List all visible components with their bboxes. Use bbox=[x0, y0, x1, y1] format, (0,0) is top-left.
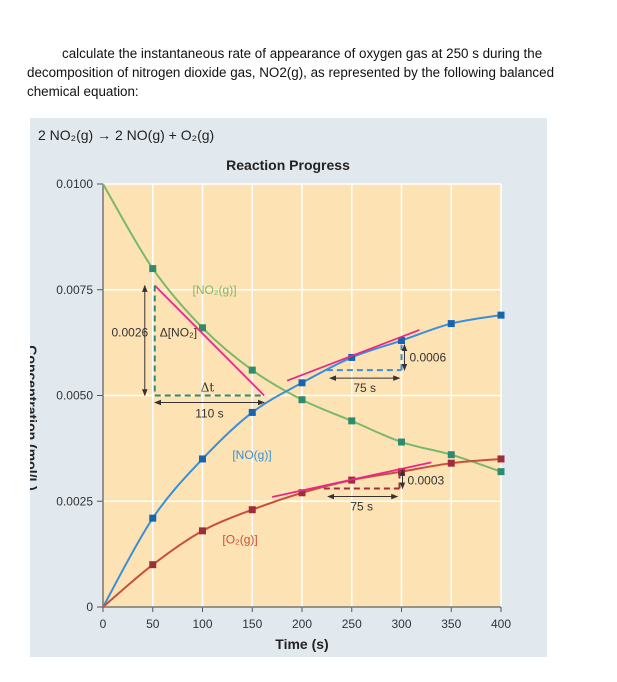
x-tick-label: 200 bbox=[292, 617, 312, 631]
data-point-o2 bbox=[298, 489, 306, 497]
no2-dt-symbol: Δt bbox=[201, 380, 215, 394]
reaction-progress-chart: 2 NO₂(g) → 2 NO(g) + O₂(g) Reaction Prog… bbox=[30, 127, 511, 652]
x-tick-label: 250 bbox=[342, 617, 362, 631]
no-dy-value: 0.0006 bbox=[409, 351, 446, 365]
question-text: calculate the instantaneous rate of appe… bbox=[27, 44, 607, 101]
data-point-no bbox=[199, 455, 206, 463]
x-tick-label: 350 bbox=[441, 617, 461, 631]
chart-panel: 2 NO₂(g) → 2 NO(g) + O₂(g) Reaction Prog… bbox=[30, 118, 547, 657]
data-point-no2 bbox=[398, 438, 405, 446]
y-tick-label: 0.0100 bbox=[56, 177, 93, 191]
x-tick-label: 150 bbox=[242, 617, 262, 631]
data-point-no bbox=[298, 379, 306, 387]
chart-title: Reaction Progress bbox=[226, 157, 350, 173]
o2-dy-value: 0.0003 bbox=[407, 473, 444, 487]
x-tick-label: 400 bbox=[491, 617, 511, 631]
o2-dt-value: 75 s bbox=[350, 500, 373, 514]
question-line: calculate the instantaneous rate of appe… bbox=[62, 46, 543, 61]
tangent-no bbox=[286, 329, 420, 382]
data-point-no2 bbox=[248, 366, 256, 374]
tangent-no2 bbox=[154, 284, 265, 397]
question-line: decomposition of nitrogen dioxide gas, N… bbox=[27, 65, 555, 80]
x-tick-label: 300 bbox=[391, 617, 411, 631]
x-tick-label: 100 bbox=[192, 617, 212, 631]
no2-series-label: [NO₂(g)] bbox=[193, 283, 237, 297]
no2-dy-label: Δ[NO₂] bbox=[160, 325, 197, 339]
data-point-no bbox=[447, 320, 455, 328]
y-tick-label: 0 bbox=[86, 600, 93, 614]
data-point-o2 bbox=[248, 506, 256, 514]
data-point-o2 bbox=[199, 527, 206, 535]
no-dt-value: 75 s bbox=[353, 381, 376, 395]
no2-dy-value: 0.0026 bbox=[112, 325, 149, 339]
data-point-no2 bbox=[199, 324, 206, 332]
y-tick-label: 0.0050 bbox=[56, 389, 93, 403]
tangent-o2 bbox=[271, 461, 432, 498]
data-point-no bbox=[398, 337, 405, 345]
data-point-no bbox=[497, 311, 505, 319]
no2-dt-value: 110 s bbox=[195, 407, 223, 421]
y-tick-label: 0.0025 bbox=[56, 494, 93, 508]
data-point-no bbox=[348, 353, 356, 361]
data-point-no2 bbox=[447, 451, 455, 459]
y-tick-label: 0.0075 bbox=[56, 283, 93, 297]
o2-series-label: [O₂(g)] bbox=[222, 533, 257, 547]
data-point-o2 bbox=[149, 561, 157, 569]
data-point-o2 bbox=[447, 459, 455, 467]
series-line-no2 bbox=[102, 183, 502, 473]
question-line: chemical equation: bbox=[27, 84, 139, 99]
no-series-label: [NO(g)] bbox=[232, 448, 271, 462]
equation: 2 NO₂(g) → 2 NO(g) + O₂(g) bbox=[38, 127, 214, 143]
data-point-no2 bbox=[149, 265, 157, 273]
data-point-no2 bbox=[298, 396, 306, 404]
x-axis-label: Time (s) bbox=[275, 636, 328, 652]
x-tick-label: 50 bbox=[146, 617, 160, 631]
y-axis-label: Concentration (mol/L) bbox=[30, 345, 40, 490]
data-point-o2 bbox=[497, 455, 505, 463]
data-point-no bbox=[149, 514, 157, 522]
data-point-no bbox=[248, 408, 256, 416]
data-point-no2 bbox=[348, 417, 356, 425]
data-point-no2 bbox=[497, 468, 505, 476]
x-tick-label: 0 bbox=[100, 617, 107, 631]
